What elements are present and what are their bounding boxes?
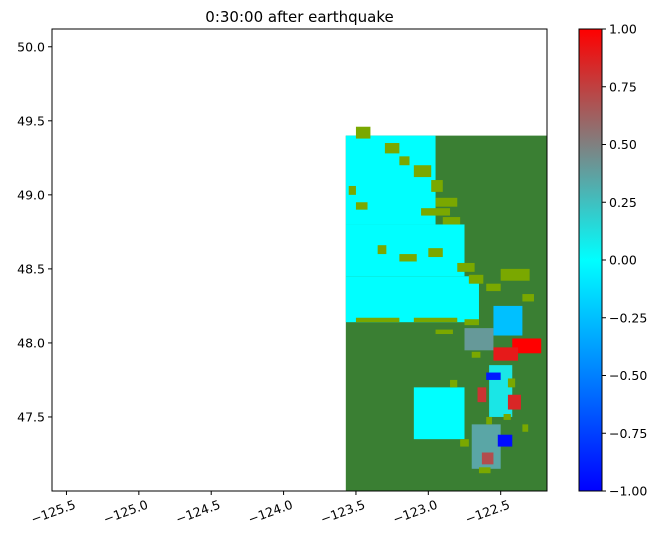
water-region-hood-canal (413, 387, 465, 440)
colorbar-tick-label: 0.50 (609, 137, 637, 152)
water-region-possession (493, 347, 519, 361)
colorbar-tick-label: −0.75 (609, 426, 647, 441)
water-region-colvos (497, 434, 513, 447)
x-tick-label: −124.0 (246, 497, 295, 527)
plot-area (345, 126, 547, 491)
water-region-elliott-bay (507, 394, 521, 410)
y-tick-label: 48.5 (17, 261, 45, 276)
colorbar-tick-label: 0.25 (609, 195, 637, 210)
water-region-strait-mid (345, 224, 465, 277)
y-tick-label: 48.0 (17, 335, 45, 350)
water-region-admiralty (464, 328, 494, 351)
x-tick-label: −123.0 (391, 497, 440, 527)
y-tick-label: 50.0 (17, 39, 45, 54)
y-tick-label: 49.5 (17, 113, 45, 128)
x-tick-label: −122.5 (463, 497, 512, 527)
water-region-north-sound (493, 305, 523, 336)
colorbar-tick-label: −0.25 (609, 310, 647, 325)
colorbar-tick-label: 0.00 (609, 253, 637, 268)
axes-frame (51, 28, 548, 492)
x-tick-label: −125.5 (29, 497, 78, 527)
shoreline-texture (348, 126, 534, 474)
x-axis: −125.5 −125.0 −124.5 −124.0 −123.5 −123.0 −122… (29, 491, 512, 527)
water-region-edmonds (486, 372, 501, 380)
colorbar-tick-label: −0.50 (609, 368, 647, 383)
water-region-tacoma (481, 452, 494, 465)
colorbar-tick-label: −1.00 (609, 484, 647, 499)
colorbar-tick-label: 1.00 (609, 22, 637, 37)
x-tick-label: −124.5 (174, 497, 223, 527)
x-tick-label: −123.5 (318, 497, 367, 527)
x-tick-label: −125.0 (101, 497, 150, 527)
y-axis: 47.5 48.0 48.5 49.0 49.5 50.0 (17, 39, 52, 424)
colorbar (579, 29, 602, 491)
chart-title: 0:30:00 after earthquake (205, 8, 393, 26)
water-region-strait-south (345, 276, 479, 323)
y-tick-label: 47.5 (17, 409, 45, 424)
water-region-everett (512, 338, 542, 354)
water-region-kingston (477, 387, 487, 403)
y-tick-label: 49.0 (17, 187, 45, 202)
colorbar-tick-label: 0.75 (609, 79, 637, 94)
colorbar-axis: 1.00 0.75 0.50 0.25 0.00 −0.25 −0.50 −0.75 −1.00 (602, 22, 647, 499)
